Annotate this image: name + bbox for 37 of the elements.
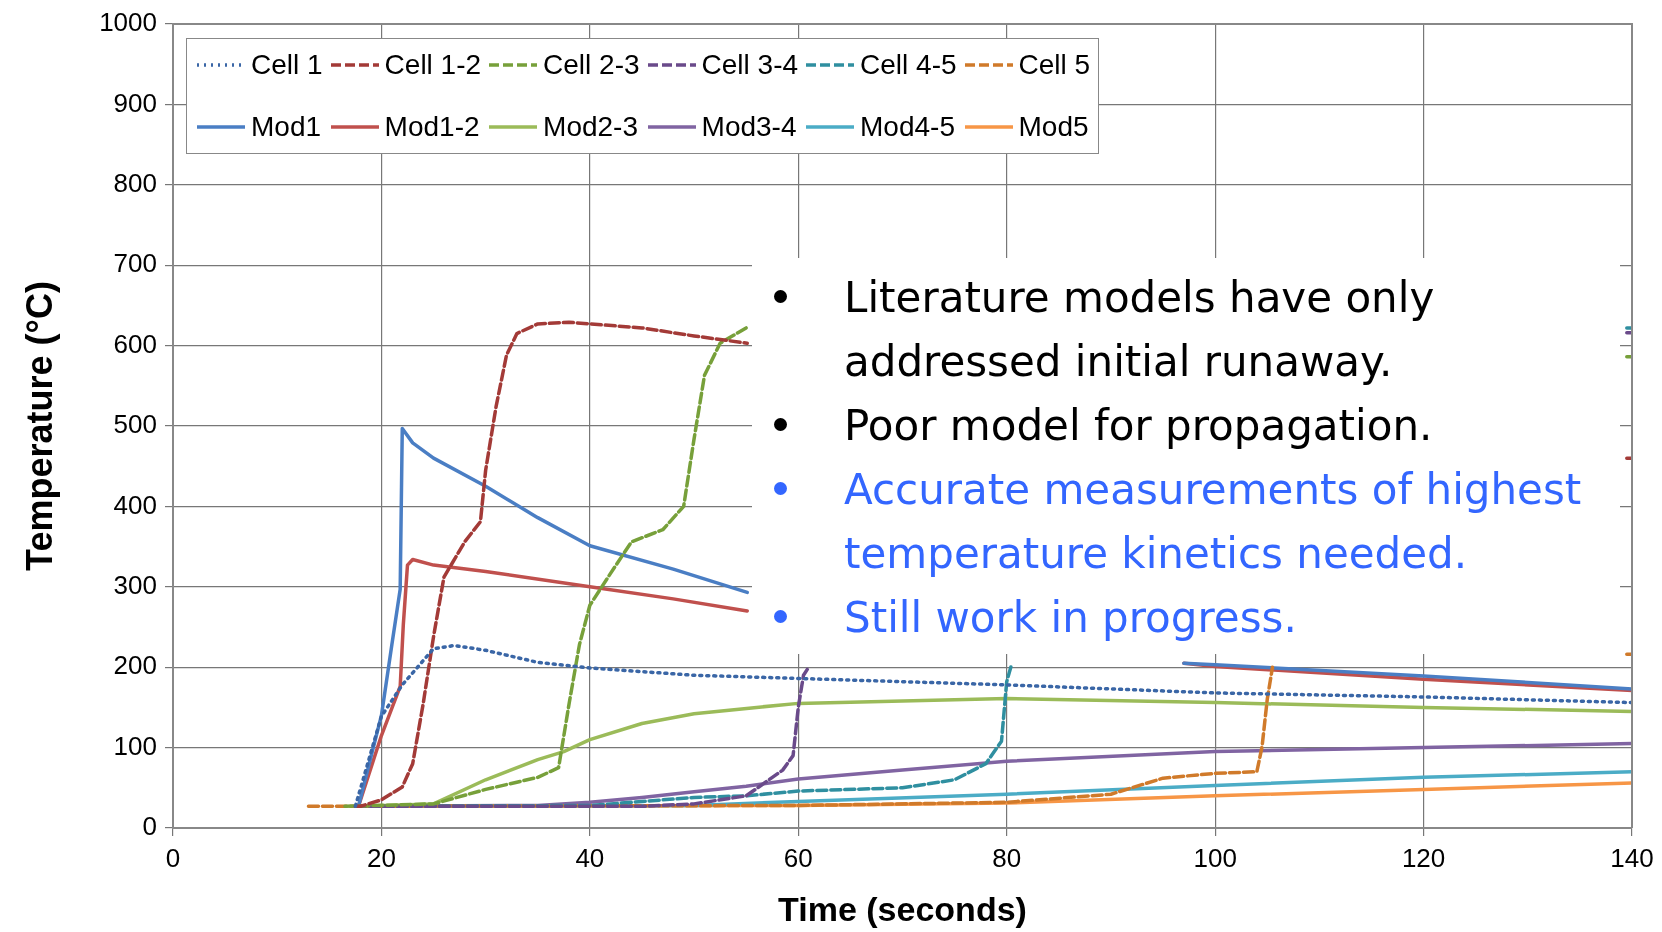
- x-axis-title: Time (seconds): [778, 889, 1027, 928]
- annotation: Accurate measurements of highest temperature kinetics needed.: [844, 464, 1583, 580]
- y-tick-label: 600: [113, 328, 157, 359]
- x-tick-label: 0: [165, 842, 181, 873]
- legend-label: Mod2-3: [543, 111, 639, 143]
- annotation: Still work in progress.: [844, 592, 1297, 644]
- legend-label: Mod5: [1018, 111, 1089, 143]
- x-tick-label: 120: [1401, 842, 1446, 873]
- legend-label: Cell 1: [251, 49, 323, 81]
- legend-label: Mod3-4: [701, 111, 797, 143]
- legend-label: Mod1-2: [384, 111, 480, 143]
- legend-label: Cell 1-2: [384, 49, 482, 81]
- x-tick-label: 80: [992, 842, 1022, 873]
- y-tick-label: 100: [113, 730, 157, 761]
- legend-label: Cell 3-4: [701, 49, 799, 81]
- y-tick-label: 700: [113, 248, 157, 279]
- legend-label: Cell 5: [1018, 49, 1091, 81]
- legend-label: Cell 2-3: [543, 49, 640, 81]
- y-tick-label: 0: [142, 811, 157, 842]
- annotation: Literature models have only addressed initial runaway.: [844, 272, 1436, 388]
- y-tick-label: 800: [113, 167, 157, 198]
- y-tick-label: 200: [113, 650, 157, 681]
- x-tick-label: 100: [1193, 842, 1237, 873]
- legend-label: Mod4-5: [860, 111, 955, 143]
- y-tick-label: 900: [113, 87, 157, 118]
- y-tick-label: 300: [113, 569, 157, 600]
- legend-label: Mod1: [251, 111, 322, 143]
- annotation: Poor model for propagation.: [844, 400, 1433, 452]
- x-tick-label: 140: [1610, 842, 1654, 873]
- x-tick-label: 60: [783, 842, 813, 873]
- y-axis-title: Temperature (°C): [18, 281, 60, 571]
- x-tick-label: 20: [366, 842, 396, 873]
- legend-label: Cell 4-5: [860, 49, 957, 81]
- y-tick-label: 500: [113, 409, 157, 440]
- x-tick-label: 40: [575, 842, 605, 873]
- y-tick-label: 1000: [99, 7, 157, 38]
- y-tick-label: 400: [113, 489, 157, 520]
